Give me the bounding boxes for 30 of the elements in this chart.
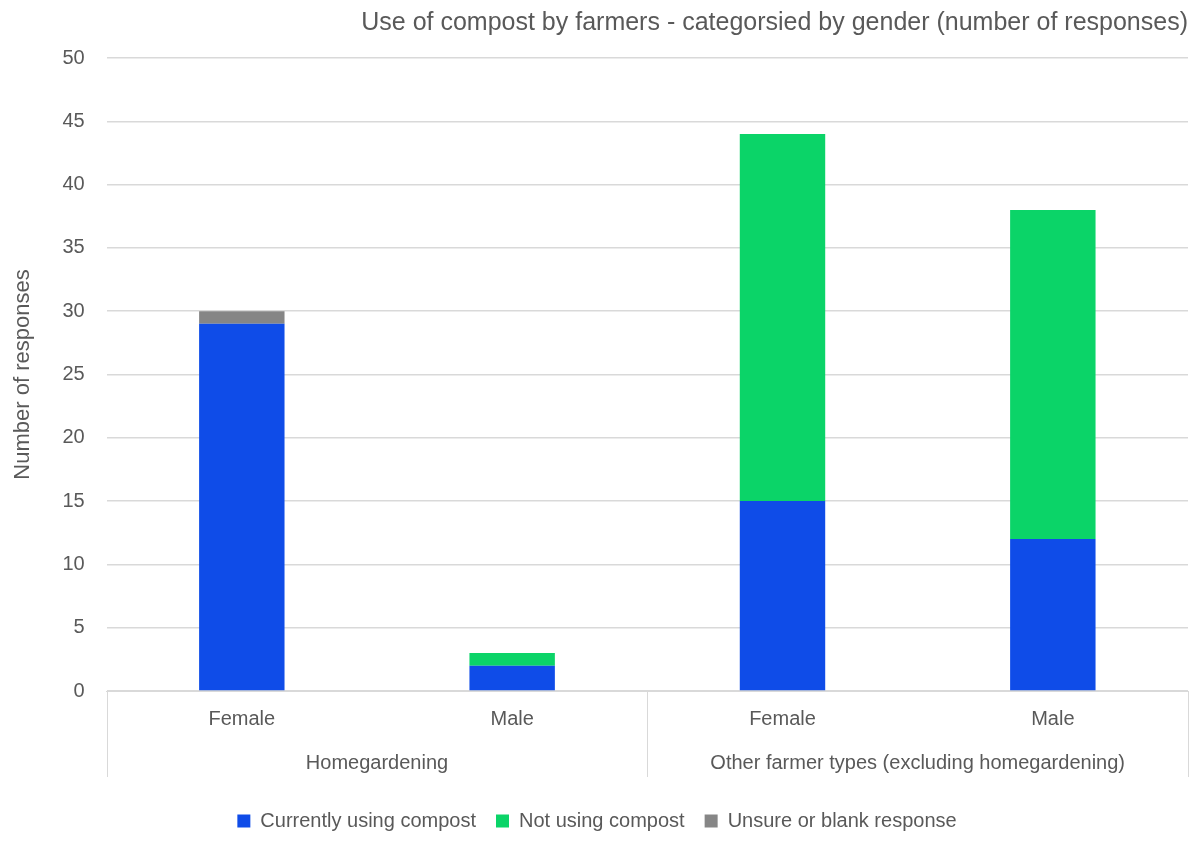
bar — [1010, 539, 1096, 691]
bar — [199, 311, 285, 324]
text: Other farmer types (excluding homegardening) — [710, 750, 1125, 773]
y-tick-label: 20 — [62, 425, 85, 448]
bar — [199, 323, 285, 691]
x-tick-label: Female — [208, 706, 276, 729]
y-tick-label: 35 — [62, 235, 85, 258]
bar — [1010, 209, 1096, 540]
y-tick-label: 15 — [62, 488, 85, 511]
y-axis-title: Number of responses — [9, 269, 35, 480]
y-tick-label: 0 — [73, 678, 85, 701]
legend-label: Unsure or blank response — [727, 808, 957, 831]
y-tick-label: 5 — [73, 615, 85, 638]
x-tick-label: Female — [749, 706, 816, 729]
x-tick-label: Male — [1031, 706, 1075, 729]
y-tick-label: 45 — [62, 108, 85, 131]
legend-label: Not using compost — [519, 808, 686, 831]
x-tick-label: Male — [490, 706, 534, 729]
bar — [469, 665, 555, 691]
legend-label: Currently using compost — [260, 808, 477, 831]
y-tick-label: 50 — [62, 45, 85, 68]
bar — [739, 501, 826, 691]
y-tick-label: 25 — [62, 362, 85, 385]
bar — [469, 653, 555, 666]
text: Homegardening — [305, 750, 449, 773]
chart-title: Use of compost by farmers - categorsied by gender (number of responses) — [361, 6, 1188, 35]
bar — [739, 133, 826, 502]
y-tick-label: 40 — [62, 172, 85, 195]
y-tick-label: 30 — [62, 298, 85, 321]
y-tick-label: 10 — [62, 551, 85, 574]
